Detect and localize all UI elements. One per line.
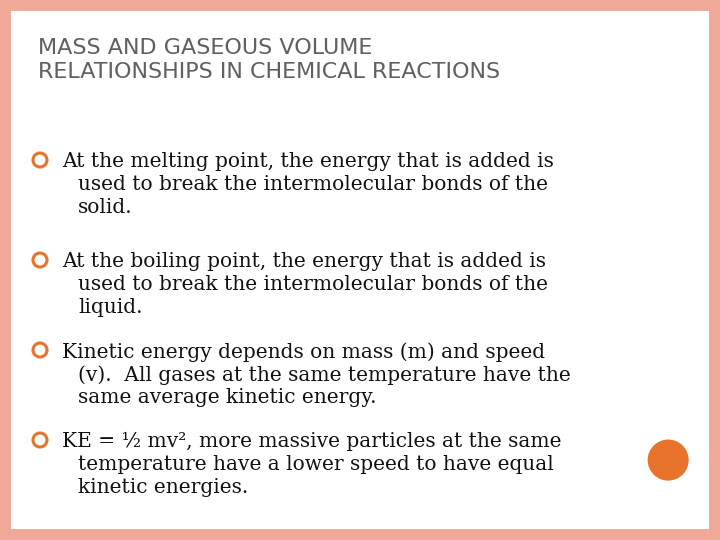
Text: temperature have a lower speed to have equal: temperature have a lower speed to have e…	[78, 455, 554, 474]
Text: solid.: solid.	[78, 198, 132, 217]
Text: KE = ½ mv², more massive particles at the same: KE = ½ mv², more massive particles at th…	[62, 432, 562, 451]
Text: (v).  All gases at the same temperature have the: (v). All gases at the same temperature h…	[78, 365, 571, 384]
Text: liquid.: liquid.	[78, 298, 143, 317]
Text: MASS AND GASEOUS VOLUME
RELATIONSHIPS IN CHEMICAL REACTIONS: MASS AND GASEOUS VOLUME RELATIONSHIPS IN…	[38, 38, 500, 82]
Text: used to break the intermolecular bonds of the: used to break the intermolecular bonds o…	[78, 175, 548, 194]
Text: used to break the intermolecular bonds of the: used to break the intermolecular bonds o…	[78, 275, 548, 294]
Circle shape	[648, 440, 689, 481]
Text: At the melting point, the energy that is added is: At the melting point, the energy that is…	[62, 152, 554, 171]
Text: same average kinetic energy.: same average kinetic energy.	[78, 388, 377, 407]
Text: Kinetic energy depends on mass (m) and speed: Kinetic energy depends on mass (m) and s…	[62, 342, 545, 362]
Text: kinetic energies.: kinetic energies.	[78, 478, 248, 497]
FancyBboxPatch shape	[4, 4, 716, 536]
Text: At the boiling point, the energy that is added is: At the boiling point, the energy that is…	[62, 252, 546, 271]
